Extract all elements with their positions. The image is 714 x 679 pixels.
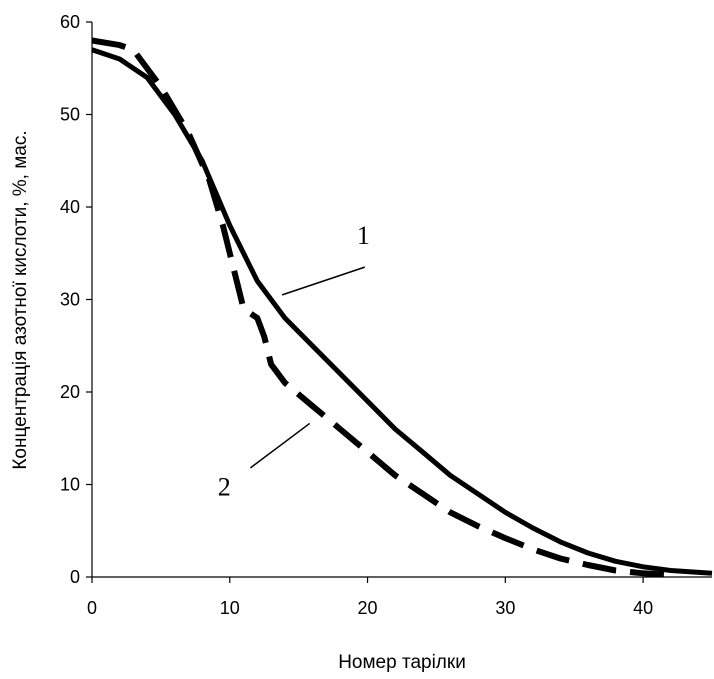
- x-tick-label: 20: [358, 598, 378, 618]
- x-axis-title: Номер тарілки: [338, 652, 466, 673]
- y-tick-label: 0: [70, 567, 80, 587]
- series-line-2: [91, 37, 671, 579]
- axes: [86, 21, 712, 583]
- x-tick-label: 40: [633, 598, 653, 618]
- y-tick-label: 50: [60, 105, 80, 125]
- y-tick-label: 40: [60, 197, 80, 217]
- tick-labels: 0 10 20 30 40 50 60 0 10 20 30 40: [60, 12, 653, 618]
- y-tick-label: 30: [60, 290, 80, 310]
- annotation-label-1: 1: [357, 221, 370, 250]
- series-lines: [91, 37, 713, 579]
- curve-annotations: 12: [218, 221, 370, 502]
- y-tick-label: 10: [60, 475, 80, 495]
- x-tick-label: 30: [495, 598, 515, 618]
- series-line-1: [91, 47, 713, 576]
- x-tick-label: 0: [87, 598, 97, 618]
- y-tick-label: 20: [60, 382, 80, 402]
- y-tick-label: 60: [60, 12, 80, 32]
- annotation-label-2: 2: [218, 473, 231, 502]
- y-axis-title: Концентрація азотної кислоти, %, мас.: [10, 130, 31, 469]
- annotation-leader-2: [249, 422, 311, 469]
- x-tick-label: 10: [220, 598, 240, 618]
- annotation-leader-1: [281, 266, 366, 296]
